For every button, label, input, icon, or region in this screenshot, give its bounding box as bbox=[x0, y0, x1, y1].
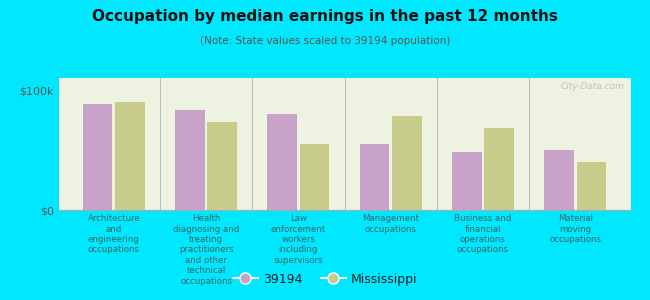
Bar bbox=[544, 150, 574, 210]
Text: City-Data.com: City-Data.com bbox=[561, 82, 625, 91]
Bar bbox=[267, 114, 297, 210]
Bar bbox=[359, 144, 389, 210]
Bar bbox=[577, 162, 606, 210]
Text: Occupation by median earnings in the past 12 months: Occupation by median earnings in the pas… bbox=[92, 9, 558, 24]
Bar bbox=[115, 102, 145, 210]
Text: (Note: State values scaled to 39194 population): (Note: State values scaled to 39194 popu… bbox=[200, 36, 450, 46]
Bar bbox=[300, 144, 330, 210]
Bar bbox=[452, 152, 482, 210]
Bar bbox=[83, 104, 112, 210]
Bar bbox=[392, 116, 422, 210]
Bar bbox=[176, 110, 205, 210]
Bar bbox=[207, 122, 237, 210]
Bar bbox=[484, 128, 514, 210]
Legend: 39194, Mississippi: 39194, Mississippi bbox=[227, 268, 422, 291]
